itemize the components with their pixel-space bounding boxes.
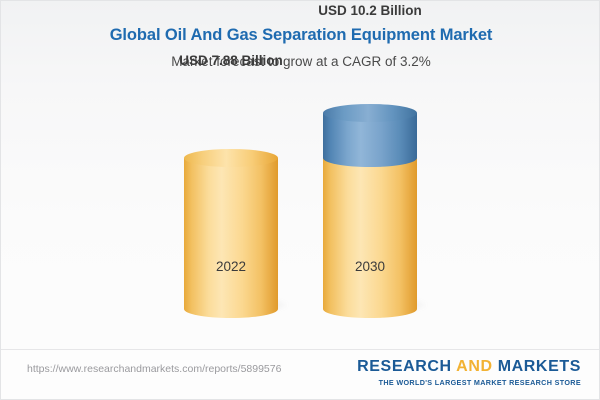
bar-group-2030: USD 10.2 Billion 2030 bbox=[318, 3, 427, 318]
cylinder-segment-base-2030 bbox=[323, 158, 417, 318]
segment-body bbox=[184, 158, 278, 309]
category-label-2030: 2030 bbox=[354, 259, 386, 274]
plot-area: USD 7.88 Billion 2022 USD 10.2 Billion bbox=[1, 1, 599, 349]
category-label-2022: 2022 bbox=[215, 259, 247, 274]
logo-markets-text: MARKETS bbox=[497, 358, 581, 375]
logo-tagline: THE WORLD'S LARGEST MARKET RESEARCH STOR… bbox=[378, 378, 581, 387]
cylinder-2022 bbox=[184, 149, 288, 318]
logo-wordmark: RESEARCH AND MARKETS bbox=[357, 358, 581, 376]
chart-subtitle: Market forecast to grow at a CAGR of 3.2… bbox=[171, 54, 431, 69]
segment-top-cap bbox=[184, 149, 278, 167]
bar-group-2022: USD 7.88 Billion 2022 bbox=[179, 53, 288, 318]
segment-body bbox=[323, 158, 417, 309]
logo-research-text: RESEARCH bbox=[357, 358, 452, 375]
value-label-2030: USD 10.2 Billion bbox=[318, 3, 422, 18]
segment-bottom-cap bbox=[184, 300, 278, 318]
value-label-2022: USD 7.88 Billion bbox=[179, 53, 283, 68]
segment-bottom-cap bbox=[323, 149, 417, 167]
cylinder-segment-base-2022 bbox=[184, 149, 278, 318]
footer: https://www.researchandmarkets.com/repor… bbox=[1, 350, 599, 399]
cylinder-segment-growth-2030 bbox=[323, 104, 417, 167]
logo-and-text: AND bbox=[456, 358, 493, 375]
cylinder-2030 bbox=[323, 104, 427, 318]
chart-title: Global Oil And Gas Separation Equipment … bbox=[109, 26, 493, 44]
footer-divider bbox=[1, 349, 599, 350]
research-and-markets-logo[interactable]: RESEARCH AND MARKETS THE WORLD'S LARGEST… bbox=[357, 358, 581, 387]
segment-bottom-cap bbox=[323, 300, 417, 318]
report-url[interactable]: https://www.researchandmarkets.com/repor… bbox=[27, 363, 282, 375]
segment-top-cap bbox=[323, 104, 417, 122]
